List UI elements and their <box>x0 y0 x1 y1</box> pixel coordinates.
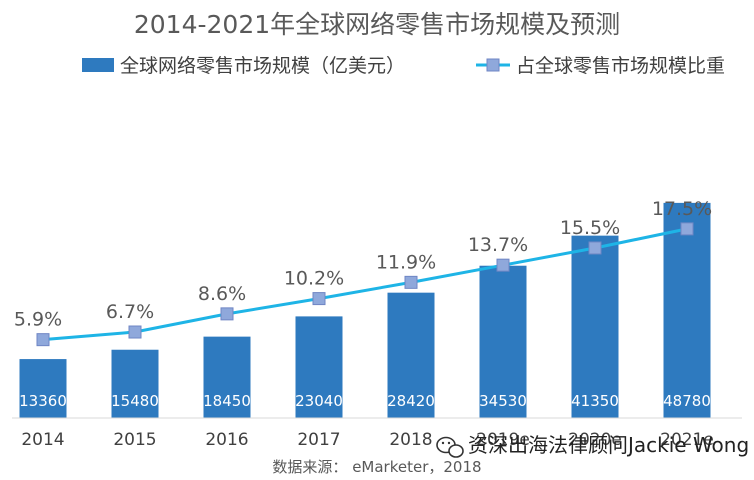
x-axis: 2014 2015 2016 2017 2018 2019e 2020e 2021e <box>21 430 714 450</box>
line-point-label: 5.9% <box>14 309 62 331</box>
x-tick-label: 2018 <box>389 430 432 450</box>
bar-value-label: 41350 <box>571 392 619 410</box>
watermark-text: 资深出海法律顾问Jackie Wong <box>468 433 749 457</box>
source-note: 数据来源： eMarketer，2018 <box>272 458 481 476</box>
bar <box>479 265 527 418</box>
bar-value-label: 28420 <box>387 392 435 410</box>
wechat-icon <box>436 436 464 458</box>
line-point-label: 13.7% <box>468 234 528 256</box>
line-point <box>680 222 694 236</box>
line-point-label: 11.9% <box>376 251 436 273</box>
bar <box>19 359 67 418</box>
legend-line-label: 占全球零售市场规模比重 <box>516 55 725 77</box>
bar-value-label: 13360 <box>19 392 67 410</box>
bar-value-label: 48780 <box>663 392 711 410</box>
legend-bar-swatch <box>82 58 114 72</box>
line-point-label: 17.5% <box>652 198 712 220</box>
x-tick-label: 2016 <box>205 430 248 450</box>
bar <box>203 336 251 418</box>
legend-bar-label: 全球网络零售市场规模（亿美元） <box>120 55 405 77</box>
x-tick-label: 2020e <box>568 430 622 450</box>
bar-value-label: 34530 <box>479 392 527 410</box>
share-line <box>42 227 688 342</box>
line-point-label: 8.6% <box>198 283 246 305</box>
x-tick-label: 2017 <box>297 430 340 450</box>
bar-value-label: 15480 <box>111 392 159 410</box>
bar <box>663 202 711 418</box>
line-series: 5.9% 6.7% 8.6% 10.2% 11.9% 13.7% 15.5% 17.5% <box>14 198 712 347</box>
bar-value-label: 18450 <box>203 392 251 410</box>
line-point <box>220 307 234 321</box>
x-tick-label: 2019e <box>476 430 530 450</box>
line-point <box>36 333 50 347</box>
bars: 13360 15480 18450 23040 28420 34530 41350 48780 <box>19 202 711 418</box>
line-point-label: 6.7% <box>106 301 154 323</box>
legend-line-marker <box>486 58 500 72</box>
bar <box>295 316 343 418</box>
bar <box>571 235 619 418</box>
x-tick-label: 2014 <box>21 430 64 450</box>
line-point <box>496 258 510 272</box>
line-point <box>404 275 418 289</box>
line-point <box>588 241 602 255</box>
x-tick-label: 2015 <box>113 430 156 450</box>
bar-value-label: 23040 <box>295 392 343 410</box>
legend: 全球网络零售市场规模（亿美元） 占全球零售市场规模比重 <box>82 55 725 77</box>
line-point <box>312 292 326 306</box>
chart-title: 2014-2021年全球网络零售市场规模及预测 <box>134 10 620 39</box>
x-tick-label: 2021e <box>660 430 714 450</box>
line-point-label: 15.5% <box>560 217 620 239</box>
line-point <box>128 325 142 339</box>
bar <box>387 292 435 418</box>
line-point-label: 10.2% <box>284 268 344 290</box>
watermark: 资深出海法律顾问Jackie Wong <box>436 433 749 458</box>
bar <box>111 349 159 418</box>
